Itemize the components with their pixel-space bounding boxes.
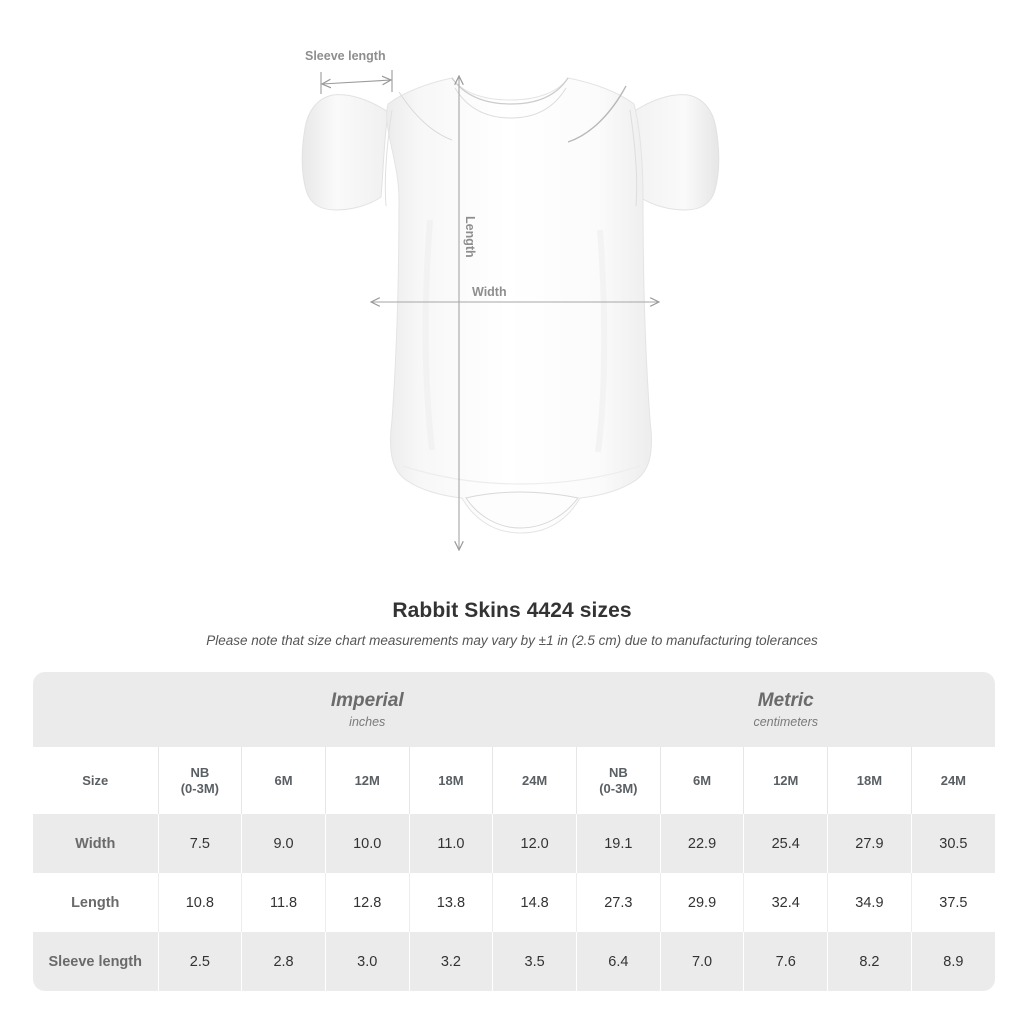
header-col-0-line2: (0-3M) xyxy=(180,780,219,796)
cell-length-2: 12.8 xyxy=(324,873,410,932)
header-col-0-line1: NB xyxy=(190,764,210,780)
cell-width-0: 7.5 xyxy=(157,814,242,873)
header-col-2-line1: 12M xyxy=(354,772,380,788)
cell-sleeve-6: 7.0 xyxy=(659,932,744,991)
header-col-2: 12M xyxy=(324,747,410,814)
cell-length-8: 34.9 xyxy=(827,873,912,932)
unit-group-metric: Metric centimeters xyxy=(576,672,995,747)
unit-band-spacer xyxy=(33,672,158,747)
bodysuit-shape xyxy=(301,77,720,534)
cell-sleeve-8: 8.2 xyxy=(827,932,912,991)
cell-width-3: 11.0 xyxy=(408,814,493,873)
cell-width-4: 12.0 xyxy=(492,814,577,873)
row-label-width: Width xyxy=(33,814,158,873)
cell-sleeve-3: 3.2 xyxy=(408,932,493,991)
cell-width-9: 30.5 xyxy=(910,814,995,873)
header-size-label: Size xyxy=(33,747,158,814)
unit-group-imperial: Imperial inches xyxy=(158,672,577,747)
cell-length-6: 29.9 xyxy=(659,873,744,932)
table-row: Length 10.8 11.8 12.8 13.8 14.8 27.3 29.… xyxy=(33,873,995,932)
unit-sub-metric: centimeters xyxy=(753,714,819,729)
cell-width-6: 22.9 xyxy=(659,814,744,873)
cell-length-4: 14.8 xyxy=(492,873,577,932)
length-label: Length xyxy=(463,216,477,258)
unit-name-metric: Metric xyxy=(757,689,814,711)
header-col-5: NB (0-3M) xyxy=(576,747,661,814)
header-col-3: 18M xyxy=(408,747,493,814)
tolerance-note: Please note that size chart measurements… xyxy=(206,633,818,648)
cell-length-9: 37.5 xyxy=(910,873,995,932)
header-col-6: 6M xyxy=(659,747,744,814)
measurements-table: Imperial inches Metric centimeters Size … xyxy=(33,672,995,991)
size-chart-table: Imperial inches Metric centimeters Size … xyxy=(33,672,995,991)
cell-length-0: 10.8 xyxy=(157,873,242,932)
title-block: Rabbit Skins 4424 sizes Please note that… xyxy=(0,598,1024,649)
cell-sleeve-9: 8.9 xyxy=(910,932,995,991)
header-col-7-line1: 12M xyxy=(773,772,799,788)
cell-length-3: 13.8 xyxy=(408,873,493,932)
garment-illustration: Sleeve length Length Width xyxy=(301,49,720,585)
header-col-6-line1: 6M xyxy=(693,772,712,788)
cell-sleeve-4: 3.5 xyxy=(492,932,577,991)
table-row: Width 7.5 9.0 10.0 11.0 12.0 19.1 22.9 2… xyxy=(33,814,995,873)
table-row: Sleeve length 2.5 2.8 3.0 3.2 3.5 6.4 7.… xyxy=(33,932,995,991)
cell-sleeve-2: 3.0 xyxy=(324,932,410,991)
sleeve-length-label: Sleeve length xyxy=(305,49,386,63)
unit-system-band: Imperial inches Metric centimeters xyxy=(33,672,995,747)
header-col-3-line1: 18M xyxy=(438,772,464,788)
header-col-1-line1: 6M xyxy=(274,772,293,788)
header-col-5-line2: (0-3M) xyxy=(599,780,638,796)
cell-sleeve-7: 7.6 xyxy=(743,932,828,991)
header-col-9-line1: 24M xyxy=(940,772,967,788)
cell-width-7: 25.4 xyxy=(743,814,828,873)
unit-name-imperial: Imperial xyxy=(330,689,404,711)
cell-sleeve-0: 2.5 xyxy=(157,932,242,991)
header-col-1: 6M xyxy=(241,747,326,814)
header-col-7: 12M xyxy=(743,747,828,814)
header-col-5-line1: NB xyxy=(608,764,628,780)
dimension-lines xyxy=(320,70,659,550)
header-col-4-line1: 24M xyxy=(521,772,548,788)
header-col-8-line1: 18M xyxy=(856,772,883,788)
table-header-row: Size NB (0-3M) 6M 12M 18M 24M xyxy=(33,747,995,814)
cell-sleeve-1: 2.8 xyxy=(241,932,326,991)
cell-length-5: 27.3 xyxy=(576,873,661,932)
cell-sleeve-5: 6.4 xyxy=(576,932,661,991)
header-col-4: 24M xyxy=(492,747,577,814)
row-label-length: Length xyxy=(33,873,158,932)
width-label: Width xyxy=(472,285,507,299)
sleeve-length-arrow xyxy=(322,80,391,84)
cell-length-7: 32.4 xyxy=(743,873,828,932)
page-title: Rabbit Skins 4424 sizes xyxy=(392,599,632,622)
cell-width-1: 9.0 xyxy=(241,814,326,873)
header-col-9: 24M xyxy=(910,747,995,814)
cell-width-5: 19.1 xyxy=(576,814,661,873)
cell-width-2: 10.0 xyxy=(324,814,410,873)
unit-sub-imperial: inches xyxy=(349,714,386,729)
row-label-sleeve-length: Sleeve length xyxy=(33,932,158,991)
header-col-8: 18M xyxy=(827,747,912,814)
header-col-0: NB (0-3M) xyxy=(157,747,242,814)
cell-width-8: 27.9 xyxy=(827,814,912,873)
cell-length-1: 11.8 xyxy=(241,873,326,932)
